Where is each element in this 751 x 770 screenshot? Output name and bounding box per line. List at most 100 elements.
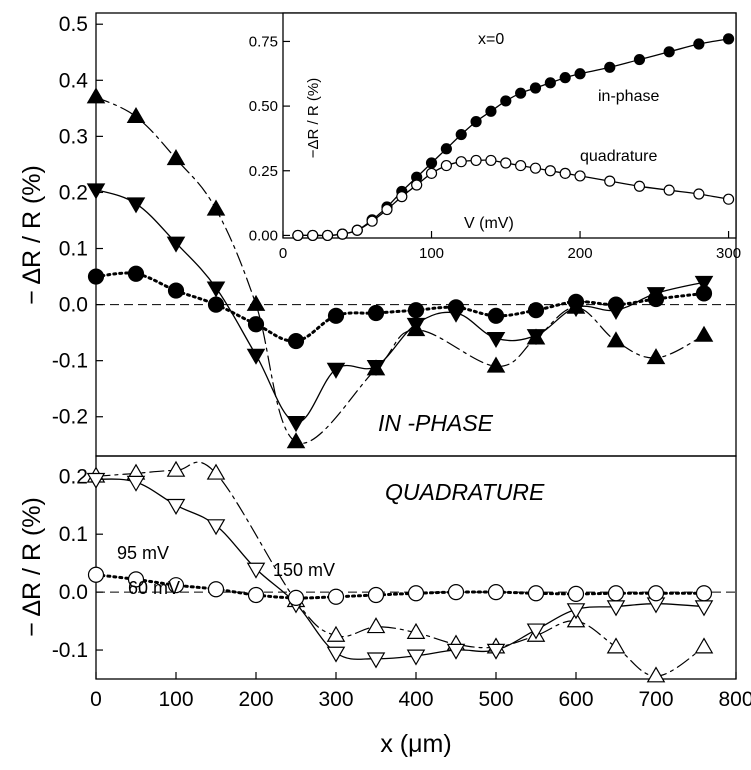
- bottom-main-series-1-point: [326, 646, 346, 663]
- bottom-main-series-1-point: [166, 498, 186, 515]
- bottom-main-series-0-point: [206, 463, 226, 480]
- bottom-main-xtick-label: 600: [558, 688, 593, 711]
- top-main-series-1-point: [126, 197, 146, 214]
- inset-series-0-point: [470, 116, 482, 128]
- inset-ytick-label: 0.25: [249, 163, 278, 180]
- bottom-main-series-2-point: [367, 586, 385, 604]
- inset-series-1-point: [559, 167, 571, 179]
- bottom-main-series-2-point: [567, 585, 585, 602]
- bottom-main-ytick-label: 0.0: [59, 581, 88, 604]
- inset-series-1-point: [604, 175, 616, 187]
- top-main-series-0-point: [86, 87, 106, 104]
- top-main-ytick-label: -0.1: [52, 350, 88, 373]
- top-layer: 0.5 0.4 0.3 0.2 0.1 0.0 -0.1 -0.2: [52, 13, 736, 449]
- bottom-main-series-2-point: [487, 584, 505, 601]
- top-main-series-2-point: [247, 316, 265, 333]
- inset-series-1-point: [307, 229, 319, 242]
- top-main-series-2-point: [487, 307, 505, 324]
- top-panel-label: IN -PHASE: [378, 410, 494, 436]
- top-main-series-1-point: [206, 281, 226, 298]
- top-main-series-1-point: [694, 275, 714, 292]
- bottom-main-series-2-point: [287, 589, 305, 607]
- inset-series-1-point: [470, 154, 482, 167]
- inset-series-1-point: [351, 224, 363, 236]
- bottom-main-series-2-point: [207, 581, 225, 598]
- top-main-series-2-point: [407, 302, 425, 319]
- inset-series-1-point: [500, 157, 512, 169]
- top-main-series-0-point: [246, 294, 266, 311]
- bottom-main-series-1-point: [366, 652, 386, 669]
- inset-x-axis-label: V (mV): [464, 215, 514, 232]
- top-main-ytick-label: 0.2: [59, 181, 88, 204]
- top-main-series-1-point: [86, 183, 106, 200]
- top-main-series-2-point: [167, 282, 185, 299]
- inset-series-1-point: [336, 228, 349, 240]
- bottom-main-series-2-point: [327, 588, 345, 605]
- top-main-series-2-point: [527, 302, 545, 319]
- top-main-series-2-point: [367, 304, 385, 322]
- bottom-main-series-1-point: [694, 600, 714, 617]
- bottom-main-ytick-label: 0.2: [59, 465, 88, 488]
- inset-annotation-in-phase: in-phase: [598, 88, 659, 105]
- inset-series-1-point: [515, 159, 527, 172]
- bottom-main-xtick-label: 100: [158, 688, 193, 711]
- top-main-series-1-point: [406, 317, 426, 334]
- top-main-ytick-label: 0.3: [59, 125, 88, 148]
- top-main-series-2-line: [94, 271, 706, 343]
- inset-series-0-point: [500, 95, 512, 107]
- bottom-main-series-0-point: [606, 637, 626, 654]
- annotation-95mv: 95 mV: [117, 543, 169, 563]
- top-main-series-0-point: [286, 432, 306, 449]
- bottom-main-series-0-point: [366, 617, 386, 634]
- top-main-series-0-point: [166, 149, 186, 166]
- bottom-main-xtick-label: 300: [318, 688, 353, 711]
- bottom-main-xtick-label: 800: [718, 688, 751, 711]
- bottom-y-axis-label: − ΔR / R (%): [18, 497, 46, 637]
- top-main-series-2-point: [87, 268, 105, 285]
- inset-series-1-point: [544, 165, 556, 177]
- inset-series-0-point: [544, 77, 556, 89]
- bottom-main-series-2-point: [167, 577, 185, 594]
- inset-xtick-label: 300: [716, 245, 741, 262]
- inset-ytick-label: 0.50: [249, 98, 278, 115]
- inset-xtick-label: 200: [568, 245, 593, 262]
- top-main-series-1-line: [95, 188, 705, 424]
- inset-series-0-point: [663, 46, 675, 58]
- bottom-main-series-0-point: [566, 611, 586, 628]
- inset-series-0-point: [633, 53, 646, 66]
- bottom-main-series-2-point: [447, 584, 465, 601]
- bottom-main-series-1-point: [206, 519, 226, 536]
- inset-ytick-label: 0.75: [249, 33, 278, 50]
- inset-series-1-point: [693, 188, 705, 200]
- bottom-main-xtick-label: 0: [90, 688, 102, 711]
- bottom-main-series-1-point: [566, 603, 586, 620]
- bottom-main-series-0-line: [95, 461, 705, 677]
- annotation-150mv: 150 mV: [273, 560, 335, 580]
- bottom-main-series-2-point: [647, 585, 665, 602]
- inset-series-1-point: [529, 162, 542, 174]
- inset-series-1-point: [381, 203, 393, 216]
- bottom-main-series-1-point: [486, 643, 506, 660]
- top-main-ytick-label: 0.4: [59, 69, 89, 92]
- top-main-series-2-point: [287, 332, 305, 350]
- top-main-series-2-point: [447, 299, 465, 316]
- x-axis-label: x (μm): [380, 730, 451, 758]
- inset-series-0-point: [529, 82, 542, 94]
- annotation-60mv: 60 mV: [128, 578, 180, 598]
- top-main-ytick-label: -0.2: [52, 406, 88, 429]
- inset-series-0-point: [485, 105, 497, 117]
- bottom-main-series-0-point: [646, 666, 666, 683]
- inset-series-0-point: [574, 68, 586, 80]
- top-main-series-2-point: [607, 296, 625, 313]
- bottom-main-ytick-label: 0.1: [59, 523, 88, 546]
- top-main-series-1-point: [326, 362, 346, 379]
- inset-series-1-point: [455, 156, 467, 168]
- inset-series-1-point: [292, 229, 304, 242]
- inset-xtick-label: 100: [419, 245, 444, 262]
- inset-series-0-point: [440, 143, 452, 155]
- top-main-series-1-point: [246, 348, 266, 365]
- inset-xtick-label: 0: [279, 245, 287, 262]
- inset-layer: 0.75 0.50 0.25 0.000 100 200 300: [249, 33, 741, 262]
- bottom-main-series-0-point: [166, 460, 186, 477]
